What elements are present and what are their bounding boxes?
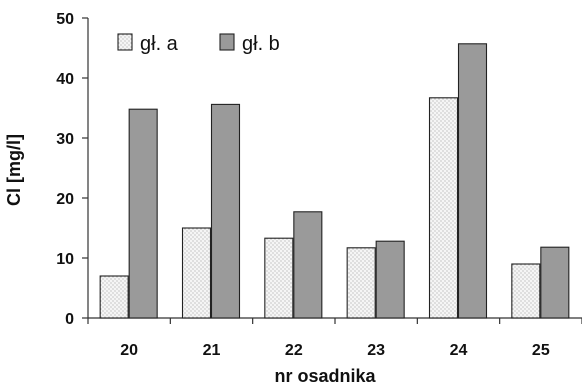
x-axis-title: nr osadnika xyxy=(274,366,376,386)
bar-series-a xyxy=(99,275,129,319)
y-tick-label: 10 xyxy=(56,251,74,268)
bars xyxy=(99,43,570,319)
bar-series-b xyxy=(128,108,158,319)
bar-series-a xyxy=(181,227,212,319)
legend-swatch xyxy=(117,33,133,51)
bar-series-b xyxy=(210,103,241,319)
legend-label: gł. a xyxy=(140,33,179,55)
axes: 0 10 20 30 40 50 20 21 22 23 24 25 xyxy=(56,11,582,359)
bar-series-b xyxy=(457,43,488,319)
bar-series-a xyxy=(511,263,541,319)
bar-series-b xyxy=(540,246,570,319)
y-ticks: 0 10 20 30 40 50 xyxy=(56,11,88,328)
bar-series-b xyxy=(375,240,405,319)
bar-series-a xyxy=(346,247,376,319)
legend: gł. a gł. b xyxy=(117,33,280,55)
y-tick-label: 40 xyxy=(56,71,74,88)
y-tick-label: 50 xyxy=(56,11,74,28)
y-axis-title: Cl [mg/l] xyxy=(4,134,24,206)
y-tick-label: 30 xyxy=(56,131,74,148)
y-tick-label: 20 xyxy=(56,191,74,208)
x-tick-label: 24 xyxy=(450,342,468,359)
y-tick-label: 0 xyxy=(65,311,74,328)
x-tick-label: 20 xyxy=(120,342,138,359)
x-tick-label: 23 xyxy=(367,342,385,359)
legend-swatch xyxy=(219,33,235,51)
legend-label: gł. b xyxy=(242,33,280,55)
bar-series-a xyxy=(428,97,459,319)
bar-series-b xyxy=(293,211,323,319)
x-ticks: 20 21 22 23 24 25 xyxy=(87,318,582,359)
x-tick-label: 25 xyxy=(532,342,550,359)
x-tick-label: 22 xyxy=(285,342,303,359)
bar-series-a xyxy=(264,237,294,319)
x-tick-label: 21 xyxy=(203,342,221,359)
